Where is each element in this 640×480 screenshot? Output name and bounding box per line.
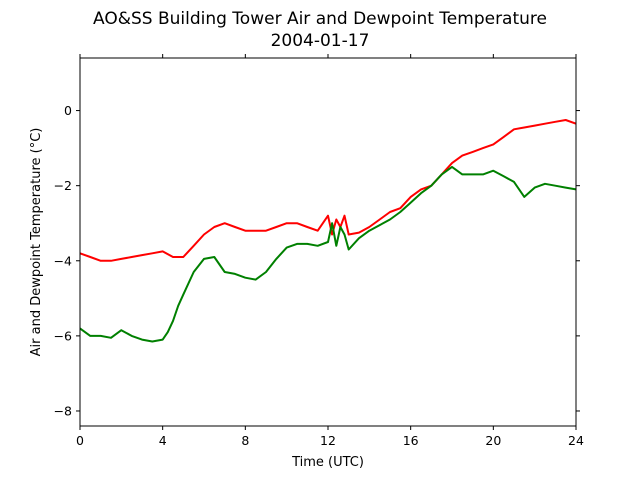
y-tick-label: 0 xyxy=(64,103,72,118)
y-tick-label: −6 xyxy=(54,328,72,343)
x-tick-label: 0 xyxy=(76,433,84,448)
y-tick-label: −4 xyxy=(54,253,72,268)
series-line-1 xyxy=(79,119,577,262)
x-tick-label: 4 xyxy=(159,433,167,448)
x-axis: 0 4 8 12 16 20 24 xyxy=(76,54,584,448)
y-tick-label: −8 xyxy=(54,403,72,418)
series-layer xyxy=(79,119,577,343)
x-tick-label: 24 xyxy=(568,433,584,448)
series-line-2 xyxy=(79,165,577,343)
y-tick-label: −2 xyxy=(54,178,72,193)
y-axis: −8 −6 −4 −2 0 xyxy=(54,103,580,418)
x-tick-label: 16 xyxy=(403,433,419,448)
x-tick-label: 8 xyxy=(241,433,249,448)
y-axis-label: Air and Dewpoint Temperature (°C) xyxy=(29,128,44,357)
x-tick-label: 12 xyxy=(320,433,336,448)
x-axis-label: Time (UTC) xyxy=(291,455,364,470)
chart-title: AO&SS Building Tower Air and Dewpoint Te… xyxy=(93,9,547,29)
chart-subtitle: 2004-01-17 xyxy=(271,31,370,51)
x-tick-label: 20 xyxy=(485,433,501,448)
